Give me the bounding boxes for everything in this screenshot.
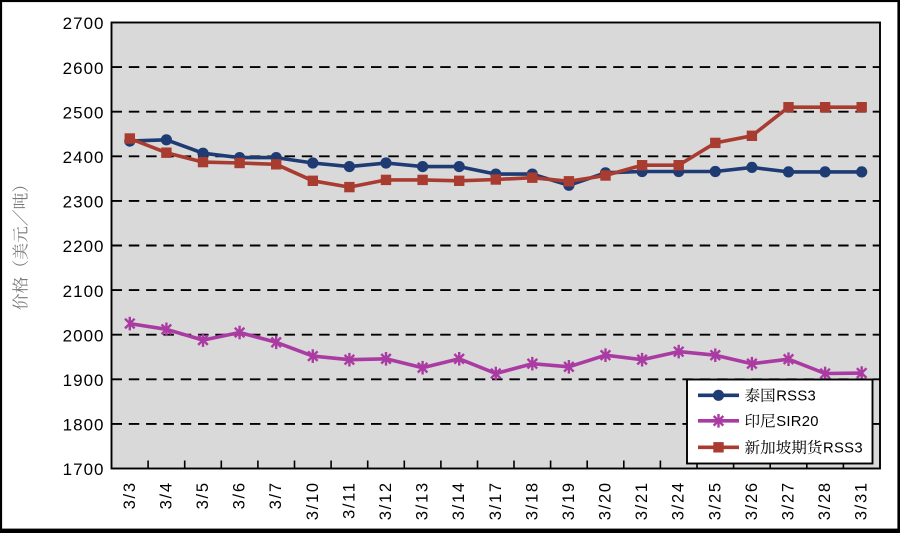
svg-text:3/13: 3/13 — [414, 481, 432, 520]
svg-text:1700: 1700 — [63, 460, 105, 479]
svg-text:3/14: 3/14 — [450, 481, 468, 520]
svg-text:2400: 2400 — [63, 148, 105, 167]
svg-text:3/6: 3/6 — [231, 481, 249, 509]
svg-text:2100: 2100 — [63, 282, 105, 301]
svg-text:2600: 2600 — [63, 59, 105, 78]
svg-text:2300: 2300 — [63, 193, 105, 212]
svg-text:3/7: 3/7 — [267, 481, 285, 509]
svg-text:3/18: 3/18 — [523, 481, 541, 520]
svg-text:3/21: 3/21 — [633, 481, 651, 520]
svg-text:3/19: 3/19 — [560, 481, 578, 520]
svg-text:1900: 1900 — [63, 371, 105, 390]
svg-text:3/20: 3/20 — [597, 481, 615, 520]
svg-text:3/17: 3/17 — [487, 481, 505, 520]
svg-text:3/11: 3/11 — [340, 481, 358, 519]
svg-text:SIR20: SIR20 — [776, 414, 819, 430]
svg-text:3/4: 3/4 — [157, 481, 175, 509]
svg-text:3/12: 3/12 — [377, 481, 395, 520]
svg-text:3/3: 3/3 — [121, 481, 139, 509]
svg-text:RSS3: RSS3 — [776, 389, 816, 405]
svg-text:3/31: 3/31 — [853, 481, 871, 520]
svg-text:2000: 2000 — [63, 326, 105, 345]
svg-text:RSS3: RSS3 — [823, 441, 863, 457]
svg-text:3/28: 3/28 — [816, 481, 834, 520]
svg-text:3/26: 3/26 — [743, 481, 761, 520]
svg-text:1800: 1800 — [63, 416, 105, 435]
svg-text:2200: 2200 — [63, 237, 105, 256]
svg-text:3/5: 3/5 — [194, 481, 212, 509]
svg-text:2500: 2500 — [63, 103, 105, 122]
svg-text:3/24: 3/24 — [670, 481, 688, 520]
svg-text:3/25: 3/25 — [706, 481, 724, 520]
svg-text:3/10: 3/10 — [304, 481, 322, 520]
svg-text:3/27: 3/27 — [780, 481, 798, 520]
svg-text:2700: 2700 — [63, 14, 105, 33]
